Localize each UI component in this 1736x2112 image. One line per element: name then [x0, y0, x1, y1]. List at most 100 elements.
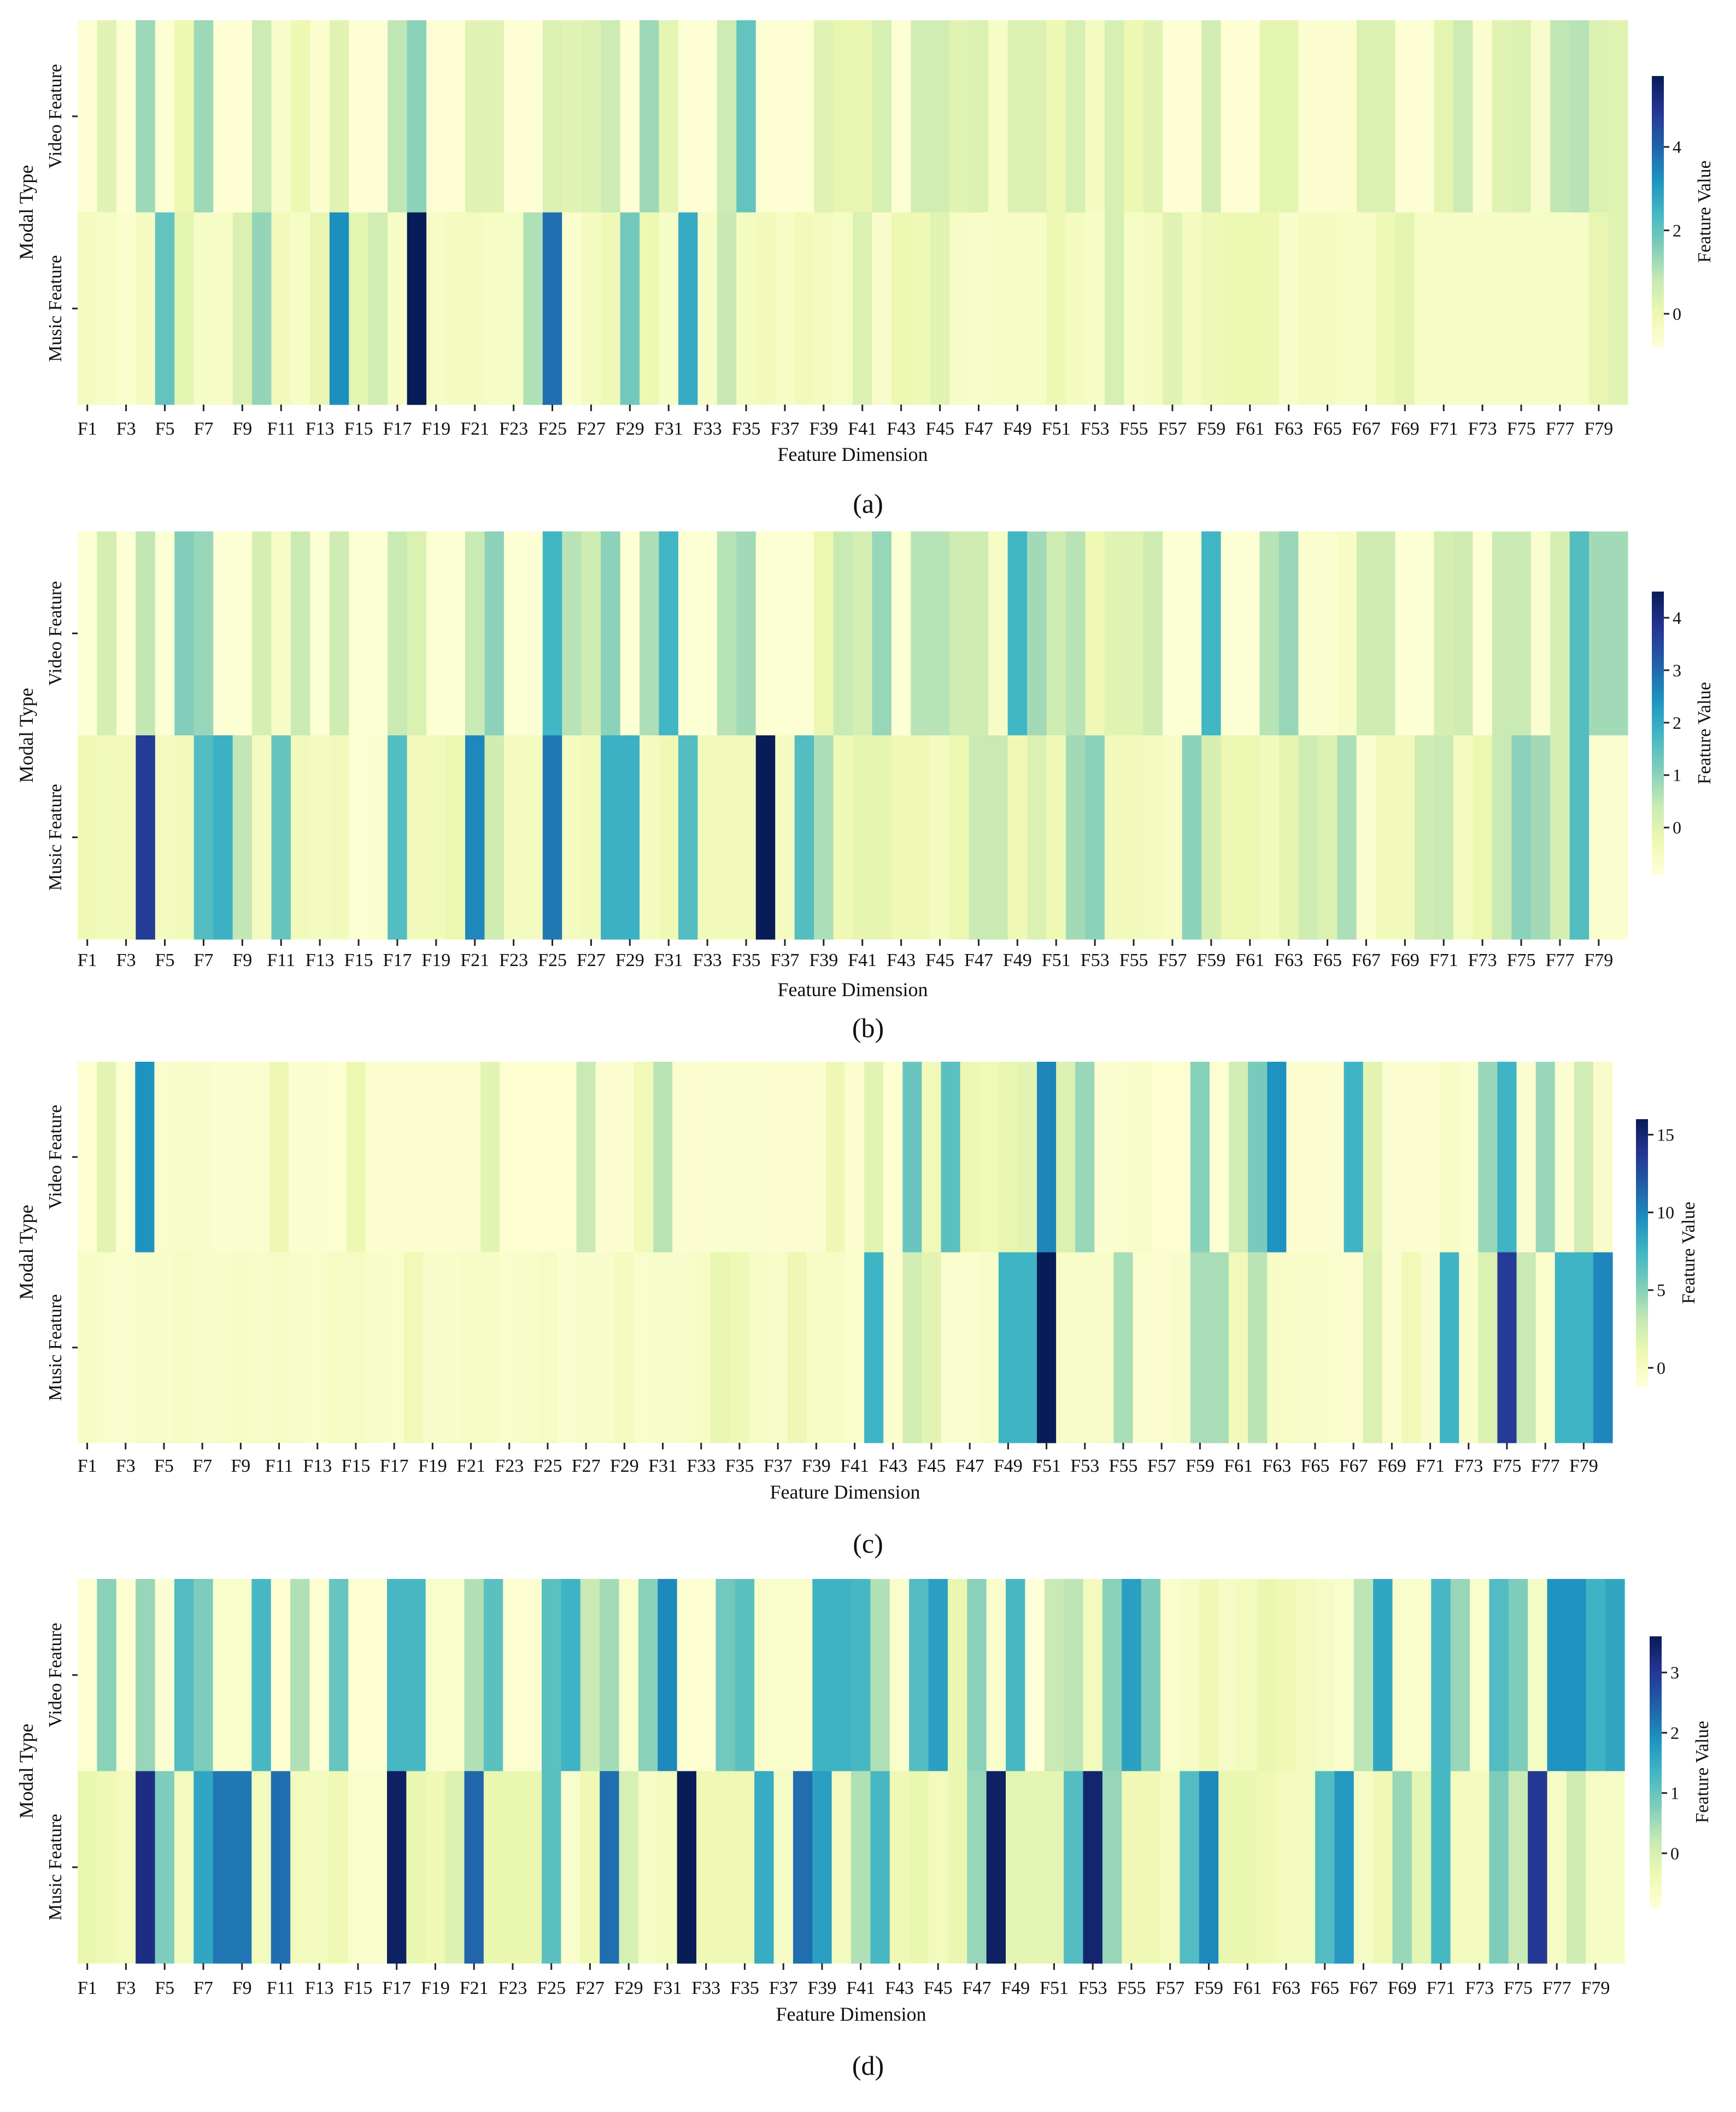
heatmap-cell [768, 1062, 788, 1253]
heatmap-cell [1555, 1062, 1575, 1253]
heatmap-cell [1434, 531, 1454, 736]
colorbar-segment [1636, 1263, 1648, 1267]
heatmap-cell [960, 1252, 980, 1443]
heatmap-cell [136, 212, 156, 405]
heatmap-cell [136, 735, 156, 940]
colorbar-segment [1652, 608, 1664, 611]
heatmap-cell [930, 531, 950, 736]
colorbar-segment [1650, 1787, 1662, 1791]
heatmap-cell [136, 1771, 156, 1964]
colorbar-segment [1650, 1858, 1662, 1861]
colorbar-segment [1652, 657, 1664, 660]
heatmap-cell [755, 735, 776, 940]
colorbar-segment [1652, 148, 1664, 151]
colorbar-segment [1650, 1727, 1662, 1730]
x-tick-label: F27 [572, 1456, 601, 1476]
heatmap-cell [155, 531, 175, 736]
colorbar-segment [1650, 1654, 1662, 1657]
colorbar-segment [1636, 1350, 1648, 1354]
x-tick-label: F17 [383, 419, 412, 439]
heatmap-cell [691, 1062, 711, 1253]
heatmap-cell [384, 1062, 404, 1253]
heatmap-cell [735, 1579, 755, 1772]
colorbar-segment [1636, 1168, 1648, 1171]
heatmap-cell [736, 735, 756, 940]
heatmap-cell [368, 212, 388, 405]
heatmap-cell [1497, 1252, 1517, 1443]
colorbar-segment [1650, 1675, 1662, 1677]
x-tick-label: F33 [693, 419, 722, 439]
x-tick-label: F67 [1339, 1456, 1368, 1476]
colorbar-label: Feature Value [1694, 160, 1715, 262]
x-tick-label: F65 [1313, 419, 1342, 439]
heatmap-cell [251, 1579, 272, 1772]
x-tick-label: F9 [232, 1978, 252, 1998]
colorbar-segment [1652, 754, 1664, 757]
colorbar-segment [1652, 752, 1664, 755]
heatmap-cell [1025, 1579, 1045, 1772]
x-tick-label: F13 [306, 419, 335, 439]
heatmap-cell [1276, 1771, 1297, 1964]
colorbar-segment [1652, 123, 1664, 126]
heatmap-cell [1489, 1579, 1509, 1772]
heatmap-cell [445, 735, 466, 940]
heatmap-cell [407, 212, 427, 405]
heatmap-cell [1141, 1579, 1161, 1772]
colorbar-segment [1652, 643, 1664, 646]
x-tick-label: F71 [1429, 419, 1458, 439]
x-tick-label: F25 [537, 1978, 566, 1998]
colorbar-segment [1636, 1208, 1648, 1211]
heatmap-cell [872, 20, 892, 213]
colorbar-segment [1650, 1905, 1662, 1908]
heatmap-cell [1415, 531, 1435, 736]
x-tick-label: F15 [344, 419, 373, 439]
colorbar-segment [1652, 712, 1664, 715]
colorbar-segment [1652, 112, 1664, 115]
heatmap-cell [614, 1252, 635, 1443]
heatmap-cell [620, 20, 640, 213]
colorbar: 0 1 2 3 Feature Value [1650, 1636, 1712, 1908]
colorbar-segment [1650, 1799, 1662, 1802]
heatmap-cell [97, 1579, 117, 1772]
heatmap-cell [717, 735, 737, 940]
colorbar-segment [1650, 1817, 1662, 1820]
heatmap-cell [1356, 531, 1376, 736]
colorbar-segment [1636, 1321, 1648, 1325]
colorbar-segment [1650, 1729, 1662, 1732]
heatmap-cell [825, 1062, 846, 1253]
colorbar-segment [1650, 1735, 1662, 1739]
colorbar-segment [1636, 1152, 1648, 1155]
heatmap-cell [1431, 1771, 1451, 1964]
x-tick-label: F61 [1235, 950, 1264, 970]
heatmap-cell [442, 1062, 462, 1253]
heatmap-cell [1334, 1771, 1354, 1964]
heatmap-cell [1286, 1062, 1306, 1253]
heatmap-cell [1298, 20, 1318, 213]
heatmap-cell [1278, 735, 1299, 940]
colorbar-segment [1636, 1143, 1648, 1146]
colorbar-segment [1652, 313, 1664, 316]
heatmap-cell [232, 20, 253, 213]
colorbar-segment [1636, 1308, 1648, 1312]
heatmap-cell [814, 20, 834, 213]
colorbar-segment [1652, 816, 1664, 818]
heatmap-cell [1171, 1062, 1191, 1253]
heatmap-cell [600, 1771, 620, 1964]
panel-label: (d) [852, 2050, 884, 2081]
colorbar-segment [1652, 282, 1664, 284]
heatmap-cell [135, 1062, 155, 1253]
heatmap-cell [619, 1579, 639, 1772]
heatmap-cell [949, 531, 970, 736]
colorbar-segment [1652, 256, 1664, 260]
heatmap-cell [1434, 212, 1454, 405]
heatmap-cell [1415, 20, 1435, 213]
heatmap-cell [1508, 1579, 1528, 1772]
colorbar-segment [1650, 1819, 1662, 1822]
heatmap-cell [522, 1579, 542, 1772]
colorbar-segment [1652, 809, 1664, 812]
colorbar-segment [1652, 191, 1664, 194]
heatmap-cell [212, 1062, 232, 1253]
heatmap-cell [309, 1771, 330, 1964]
colorbar-segment [1650, 1711, 1662, 1714]
colorbar-segment [1636, 1232, 1648, 1236]
